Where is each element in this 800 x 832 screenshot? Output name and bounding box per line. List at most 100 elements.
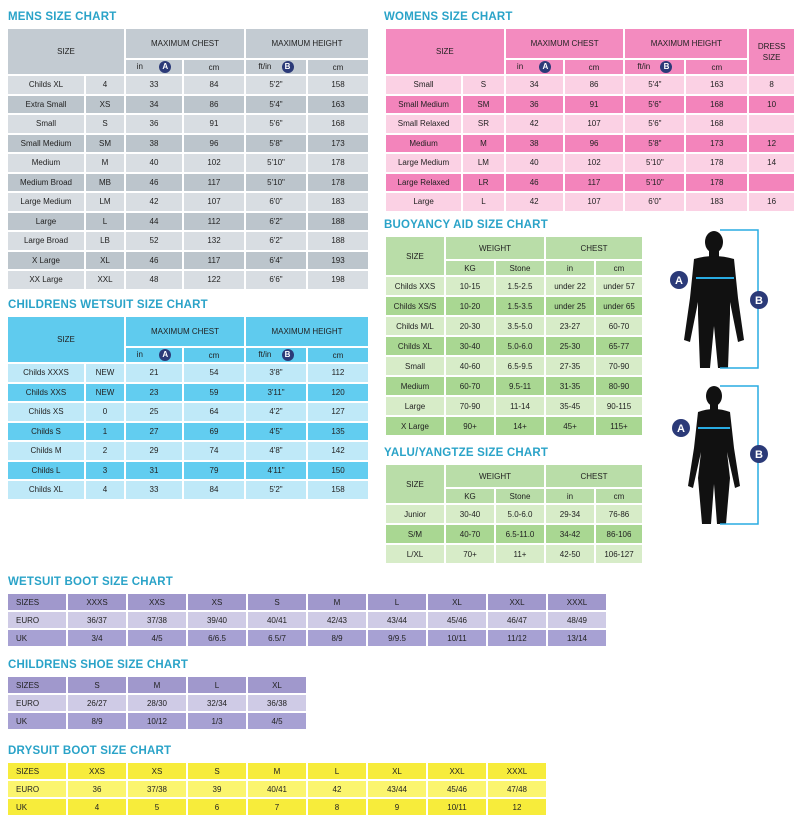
table-cell: 168 [308,115,369,133]
table-row: Large 70-90 11-14 35-45 90-115 [386,397,642,415]
table-cell: XXXL [548,594,606,610]
table-cell: 91 [564,95,624,113]
table-cell: 14 [749,154,794,172]
table-cell: 38 [126,134,182,152]
drysuit-boot-table: SIZES XXS XS S M L XL XXL XXXL EURO 36 37/38 39 40/41… [6,761,548,817]
table-cell: XL [248,677,306,693]
table-cell: 70+ [446,545,494,563]
table-cell: MB [86,173,124,191]
table-cell: 84 [184,76,244,94]
table-cell: 86 [564,76,624,94]
table-cell: 60-70 [446,377,494,395]
table-cell: 4 [86,76,124,94]
table-cell: 6'2" [246,232,306,250]
table-cell: 70-90 [596,357,642,375]
chest-cm-unit: cm [184,60,244,74]
male-marker-a: A [675,275,683,287]
table-cell: 39/40 [188,612,246,628]
table-cell: 48 [126,271,182,289]
row-label-cell: SIZES [8,763,66,779]
weight-kg-unit: KG [446,489,494,503]
table-cell: 163 [686,76,748,94]
table-cell: 25-30 [546,337,594,355]
table-cell: SM [463,95,504,113]
row-label-cell: Childs L [8,461,84,479]
table-cell: 27 [126,422,182,440]
table-row: Childs XS/S 10-20 1.5-3.5 under 25 under 65 [386,297,642,315]
row-label-cell: X Large [8,251,84,269]
table-cell: S [86,115,124,133]
table-cell: 23-27 [546,317,594,335]
row-label-cell: Childs XL [386,337,444,355]
table-cell: 178 [308,173,369,191]
marker-a-badge: A [159,349,172,361]
table-cell: L [463,193,504,211]
table-cell: 42 [126,193,182,211]
table-cell: 52 [126,232,182,250]
row-label-cell: Childs S [8,422,84,440]
table-cell: 46 [126,173,182,191]
table-cell: 11/12 [488,630,546,646]
table-cell: 142 [308,442,369,460]
table-cell: 33 [126,76,182,94]
table-cell: 183 [686,193,748,211]
womens-size-table: SIZE MAXIMUM CHEST MAXIMUM HEIGHT DRESS … [384,27,796,213]
table-cell: 0 [86,403,124,421]
table-cell: L [188,677,246,693]
table-cell: 65-77 [596,337,642,355]
table-cell: 80-90 [596,377,642,395]
table-row: Childs XXS NEW 23 59 3'11" 120 [8,383,369,401]
row-label-cell: EURO [8,781,66,797]
table-cell: 135 [308,422,369,440]
table-cell: 3'8" [246,364,306,382]
table-cell: 8/9 [308,630,366,646]
weight-header: WEIGHT [446,465,544,487]
table-cell: 16 [749,193,794,211]
marker-b-badge: B [281,61,294,73]
table-cell: L [368,594,426,610]
table-cell: 5'10" [625,173,685,191]
chest-cm-unit: cm [564,60,624,74]
table-row: Junior 30-40 5.0-6.0 29-34 76-86 [386,505,642,523]
max-chest-header: MAXIMUM CHEST [126,317,244,346]
table-cell: 10-15 [446,277,494,295]
weight-header: WEIGHT [446,237,544,259]
row-label-cell: Childs M/L [386,317,444,335]
table-row: Small Medium SM 36 91 5'6" 168 10 [386,95,794,113]
table-cell [749,173,794,191]
table-cell: 35-45 [546,397,594,415]
table-cell: 193 [308,251,369,269]
table-cell: 39 [188,781,246,797]
table-cell: 31 [126,461,182,479]
max-chest-header: MAXIMUM CHEST [126,29,244,58]
table-cell: 188 [308,232,369,250]
table-row: Small S 36 91 5'6" 168 [8,115,369,133]
weight-stone-unit: Stone [496,489,544,503]
table-cell: 36/37 [68,612,126,628]
table-row: Childs XXS 10-15 1.5-2.5 under 22 under 57 [386,277,642,295]
weight-kg-unit: KG [446,261,494,275]
table-cell: 40/41 [248,612,306,628]
table-cell: 6'4" [246,251,306,269]
table-cell: 7 [248,799,306,815]
table-cell: 21 [126,364,182,382]
table-cell: M [463,134,504,152]
table-cell: 178 [686,154,748,172]
table-cell: XXXL [488,763,546,779]
table-cell: XXL [428,763,486,779]
table-cell: 36 [126,115,182,133]
table-cell: 45+ [546,417,594,435]
table-row: S/M 40-70 6.5-11.0 34-42 86-106 [386,525,642,543]
row-label-cell: Large Medium [8,193,84,211]
table-cell: 4/5 [248,713,306,729]
table-cell: 25 [126,403,182,421]
table-row: UK 4 5 6 7 8 9 10/11 12 [8,799,546,815]
size-header: SIZE [8,29,124,74]
table-cell: 54 [184,364,244,382]
max-height-header: MAXIMUM HEIGHT [625,29,748,58]
mens-rows: Childs XL 4 33 84 5'2" 158 Extra Small XS 34 86 5'… [8,76,369,289]
table-cell: 5'2" [246,481,306,499]
table-cell: 163 [308,95,369,113]
table-cell: 74 [184,442,244,460]
table-cell: 26/27 [68,695,126,711]
